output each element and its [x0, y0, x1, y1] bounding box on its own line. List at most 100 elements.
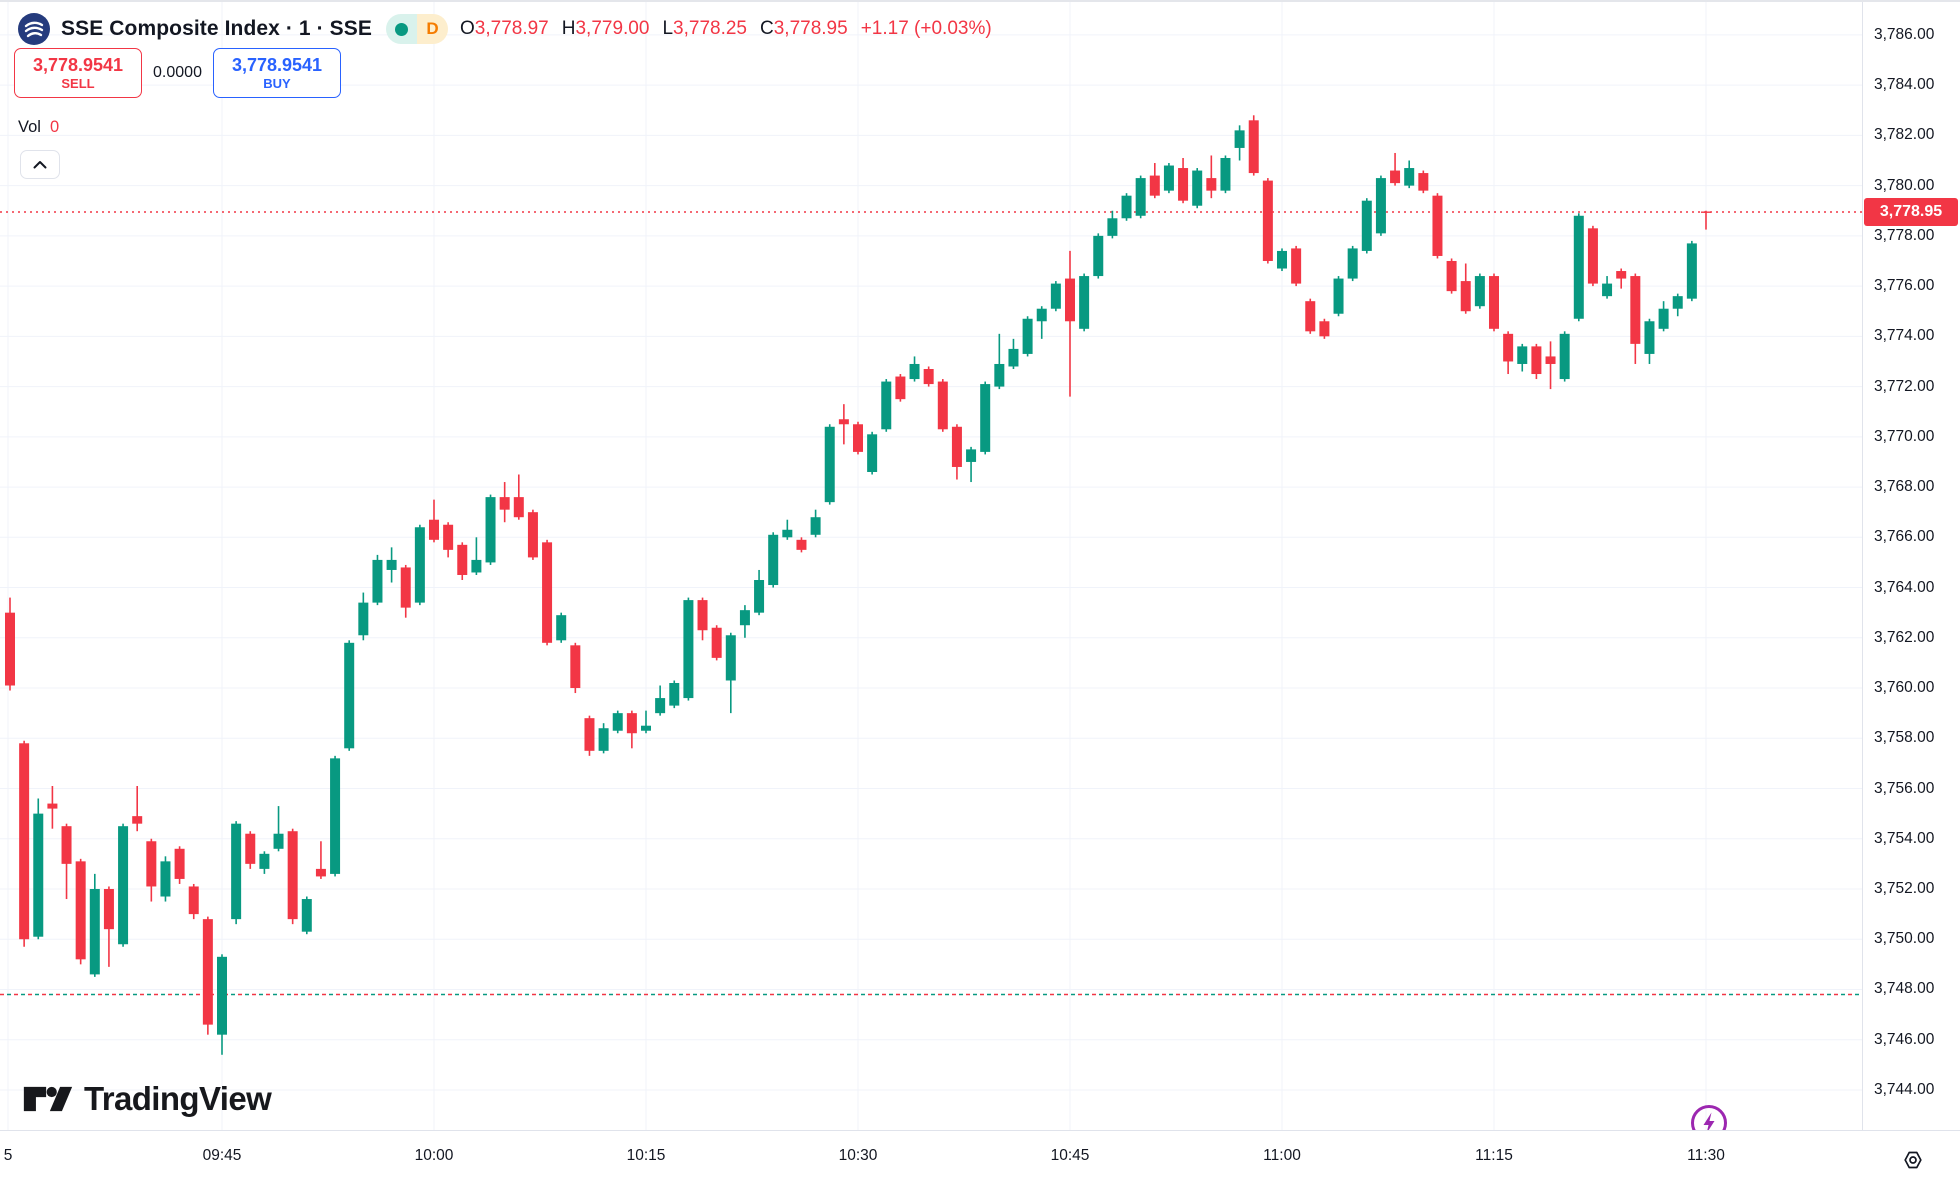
candle-body	[739, 610, 750, 626]
candle-body	[5, 612, 15, 686]
candle-body	[810, 517, 821, 535]
candle-body	[160, 861, 171, 897]
price-axis-label: 3,752.00	[1874, 879, 1935, 897]
candle-body	[1488, 276, 1499, 329]
high-label: H	[561, 18, 576, 39]
candle-body	[1121, 195, 1132, 219]
candle-body	[132, 816, 143, 824]
buy-label: BUY	[263, 76, 291, 91]
candle-body	[570, 645, 581, 689]
price-axis-label: 3,782.00	[1874, 126, 1935, 144]
candle-body	[1178, 168, 1189, 201]
sse-exchange-logo-icon	[18, 13, 50, 45]
buy-price: 3,778.9541	[231, 55, 323, 75]
candle-body	[725, 635, 736, 681]
candle-body	[1700, 211, 1711, 213]
price-axis-label: 3,762.00	[1874, 628, 1935, 646]
candle-body	[1291, 248, 1302, 284]
candle-body	[1390, 170, 1401, 184]
candle-body	[1630, 276, 1641, 344]
candle-body	[75, 861, 86, 960]
candle-body	[1022, 318, 1033, 354]
candle-body	[768, 534, 779, 586]
price-axis-label: 3,776.00	[1874, 277, 1935, 295]
sell-button[interactable]: 3,778.9541 SELL	[14, 48, 142, 98]
axis-settings-button[interactable]	[1898, 1145, 1928, 1175]
candle-body	[1220, 157, 1231, 191]
candle-body	[1050, 283, 1061, 309]
collapse-pane-button[interactable]	[20, 150, 60, 179]
candle-body	[1333, 278, 1344, 314]
data-mode-chip[interactable]: D	[416, 14, 448, 44]
candle-body	[89, 888, 100, 975]
candle-body	[47, 803, 58, 809]
candle-body	[881, 381, 892, 430]
market-status-chip[interactable]	[385, 14, 417, 44]
candlestick-chart-canvas[interactable]	[0, 2, 1862, 1130]
candle-body	[457, 544, 468, 575]
candle-body	[33, 813, 44, 937]
time-axis-label: 11:00	[1263, 1147, 1301, 1164]
candle-body	[1276, 250, 1287, 269]
spread-value: 0.0000	[153, 64, 202, 81]
price-axis-label: 3,784.00	[1874, 76, 1935, 94]
candle-body	[231, 823, 242, 920]
candle-body	[1658, 308, 1669, 329]
candle-body	[1206, 178, 1217, 191]
change-value: +1.17 (+0.03%)	[860, 18, 992, 39]
candle-body	[1644, 321, 1655, 354]
time-axis-label: 10:45	[1050, 1147, 1090, 1164]
price-axis-label: 3,758.00	[1874, 729, 1935, 747]
candle-body	[1163, 165, 1174, 191]
candle-body	[1460, 281, 1471, 312]
time-axis[interactable]: 5 09:45 10:00 10:15 10:30 10:45 11:00 11:15 11:3…	[0, 1130, 1960, 1184]
candle-body	[400, 567, 411, 608]
time-axis-label: 5	[3, 1147, 13, 1164]
candle-body	[838, 419, 849, 425]
current-price-tag: 3,778.95	[1864, 198, 1958, 226]
tradingview-watermark-text: TradingView	[84, 1080, 272, 1117]
candle-body	[287, 831, 298, 920]
candle-body	[301, 899, 312, 932]
candle-body	[895, 376, 906, 400]
trade-widget: 3,778.9541 SELL 0.0000 3,778.9541 BUY	[14, 48, 341, 98]
ohlc-readout: O3,778.97 H3,779.00 L3,778.25 C3,778.95 …	[460, 18, 992, 40]
time-axis-label: 10:00	[414, 1147, 454, 1164]
candle-body	[1149, 175, 1160, 196]
candle-body	[1192, 170, 1203, 206]
candle-body	[443, 524, 454, 550]
legend-chips: D	[385, 14, 448, 44]
candle-body	[626, 713, 637, 734]
price-axis-label: 3,774.00	[1874, 327, 1935, 345]
candle-body	[188, 886, 199, 915]
tradingview-watermark-link[interactable]: TradingView	[22, 1080, 272, 1118]
candle-body	[542, 542, 553, 643]
price-axis-label: 3,766.00	[1874, 528, 1935, 546]
candle-body	[1587, 228, 1598, 284]
candle-body	[1432, 195, 1443, 256]
candle-body	[1573, 215, 1584, 319]
candle-body	[471, 559, 482, 573]
candle-body	[414, 527, 425, 603]
low-value: 3,778.25	[673, 18, 747, 39]
candle-body	[1093, 235, 1104, 277]
price-axis-label: 3,750.00	[1874, 930, 1935, 948]
candle-body	[216, 956, 227, 1035]
candle-body	[103, 888, 114, 930]
open-label: O	[460, 18, 475, 39]
tradingview-logo-icon	[23, 1086, 73, 1112]
candle-body	[1347, 248, 1358, 279]
buy-button[interactable]: 3,778.9541 BUY	[213, 48, 341, 98]
candle-body	[1248, 120, 1259, 174]
symbol-title[interactable]: SSE Composite Index · 1 · SSE	[61, 17, 372, 40]
candle-body	[513, 497, 524, 518]
candle-body	[669, 683, 680, 706]
candle-body	[1531, 346, 1542, 375]
price-axis[interactable]: 3,778.95 3,786.00 3,784.00 3,782.00 3,780.0…	[1862, 2, 1960, 1130]
time-axis-label: 10:30	[838, 1147, 878, 1164]
candle-body	[1503, 333, 1514, 362]
candle-body	[174, 848, 185, 879]
candle-body	[372, 559, 383, 603]
candle-body	[1418, 173, 1429, 191]
